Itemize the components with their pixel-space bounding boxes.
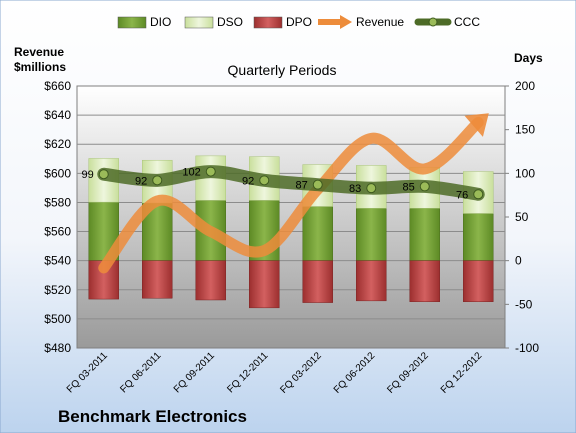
ccc-data-label: 87 — [296, 180, 308, 192]
dpo-bar — [249, 260, 280, 309]
legend-label: CCC — [454, 15, 480, 29]
ccc-marker — [152, 175, 163, 186]
legend-swatch — [184, 16, 214, 29]
left-tick-label: $560 — [44, 225, 71, 239]
left-tick-label: $640 — [44, 108, 71, 122]
legend-swatch — [117, 16, 147, 29]
ccc-data-label: 83 — [349, 183, 361, 195]
chart-title: Quarterly Periods — [228, 62, 337, 78]
ccc-marker — [366, 183, 377, 194]
left-tick-label: $520 — [44, 283, 71, 297]
right-tick-label: -50 — [515, 297, 533, 311]
legend-swatch — [253, 16, 283, 29]
left-tick-label: $620 — [44, 137, 71, 151]
ccc-data-label: 76 — [456, 189, 468, 201]
dio-bar — [302, 206, 333, 261]
right-tick-label: 200 — [515, 79, 535, 93]
right-tick-label: 100 — [515, 166, 535, 180]
ccc-data-label: 102 — [182, 167, 200, 179]
ccc-data-label: 92 — [242, 175, 254, 187]
left-tick-label: $480 — [44, 341, 71, 355]
right-axis: -100 -50 0 50 100 150 200 — [505, 79, 539, 355]
lines — [97, 113, 489, 274]
revenue-arrowhead — [464, 113, 489, 137]
legend-label: DSO — [217, 15, 243, 29]
revenue-line — [98, 116, 484, 274]
ccc-marker — [473, 189, 484, 200]
ccc-data-label: 92 — [135, 175, 147, 187]
right-tick-label: -100 — [515, 341, 539, 355]
left-tick-label: $600 — [44, 166, 71, 180]
right-axis-title: Days — [514, 51, 543, 65]
left-axis-title-line2: $millions — [14, 60, 66, 74]
left-tick-label: $540 — [44, 254, 71, 268]
data-labels: 99 92 102 92 87 83 85 76 — [82, 167, 469, 202]
dio-bar — [356, 208, 387, 261]
ccc-marker — [205, 166, 216, 177]
legend-label: DIO — [150, 15, 171, 29]
ccc-marker — [259, 175, 270, 186]
left-axis: $480 $500 $520 $540 $560 $580 $600 $620 $640 $660 — [44, 79, 71, 355]
company-name: Benchmark Electronics — [58, 407, 247, 426]
left-tick-label: $500 — [44, 312, 71, 326]
ccc-data-label: 85 — [403, 181, 415, 193]
legend-label: DPO — [286, 15, 312, 29]
dio-bar — [409, 208, 440, 261]
dpo-bar — [356, 260, 387, 302]
dio-bar — [463, 213, 494, 261]
ccc-marker — [312, 179, 323, 190]
dpo-bar — [302, 260, 333, 303]
legend-label: Revenue — [356, 15, 404, 29]
ccc-marker — [419, 181, 430, 192]
left-tick-label: $660 — [44, 79, 71, 93]
dpo-bar — [195, 260, 226, 301]
ccc-data-label: 99 — [82, 169, 94, 181]
left-axis-title-line1: Revenue — [14, 45, 64, 59]
right-tick-label: 150 — [515, 123, 535, 137]
ccc-marker — [98, 169, 109, 180]
legend-arrowhead — [340, 15, 352, 29]
dpo-bar — [142, 260, 173, 299]
dpo-bar — [463, 260, 494, 302]
left-tick-label: $580 — [44, 195, 71, 209]
legend-marker — [428, 17, 438, 27]
right-tick-label: 50 — [515, 210, 529, 224]
dpo-bar — [409, 260, 440, 302]
right-tick-label: 0 — [515, 254, 522, 268]
legend: DIO DSO DPO Revenue CCC — [117, 15, 480, 29]
